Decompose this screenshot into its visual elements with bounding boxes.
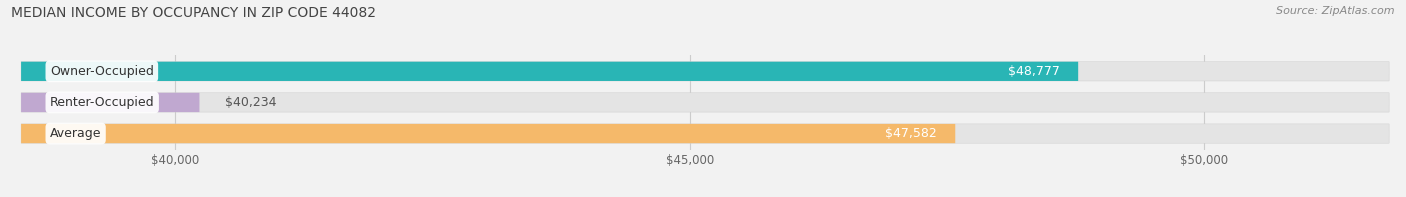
Text: $48,777: $48,777 xyxy=(1008,65,1060,78)
FancyBboxPatch shape xyxy=(21,62,1389,81)
Text: Owner-Occupied: Owner-Occupied xyxy=(49,65,153,78)
FancyBboxPatch shape xyxy=(21,62,1078,81)
Text: Renter-Occupied: Renter-Occupied xyxy=(49,96,155,109)
Text: Average: Average xyxy=(49,127,101,140)
Text: MEDIAN INCOME BY OCCUPANCY IN ZIP CODE 44082: MEDIAN INCOME BY OCCUPANCY IN ZIP CODE 4… xyxy=(11,6,377,20)
FancyBboxPatch shape xyxy=(21,124,955,143)
FancyBboxPatch shape xyxy=(21,93,200,112)
FancyBboxPatch shape xyxy=(21,124,1389,143)
Text: $40,234: $40,234 xyxy=(225,96,277,109)
Text: $47,582: $47,582 xyxy=(884,127,936,140)
Text: Source: ZipAtlas.com: Source: ZipAtlas.com xyxy=(1277,6,1395,16)
FancyBboxPatch shape xyxy=(21,93,1389,112)
